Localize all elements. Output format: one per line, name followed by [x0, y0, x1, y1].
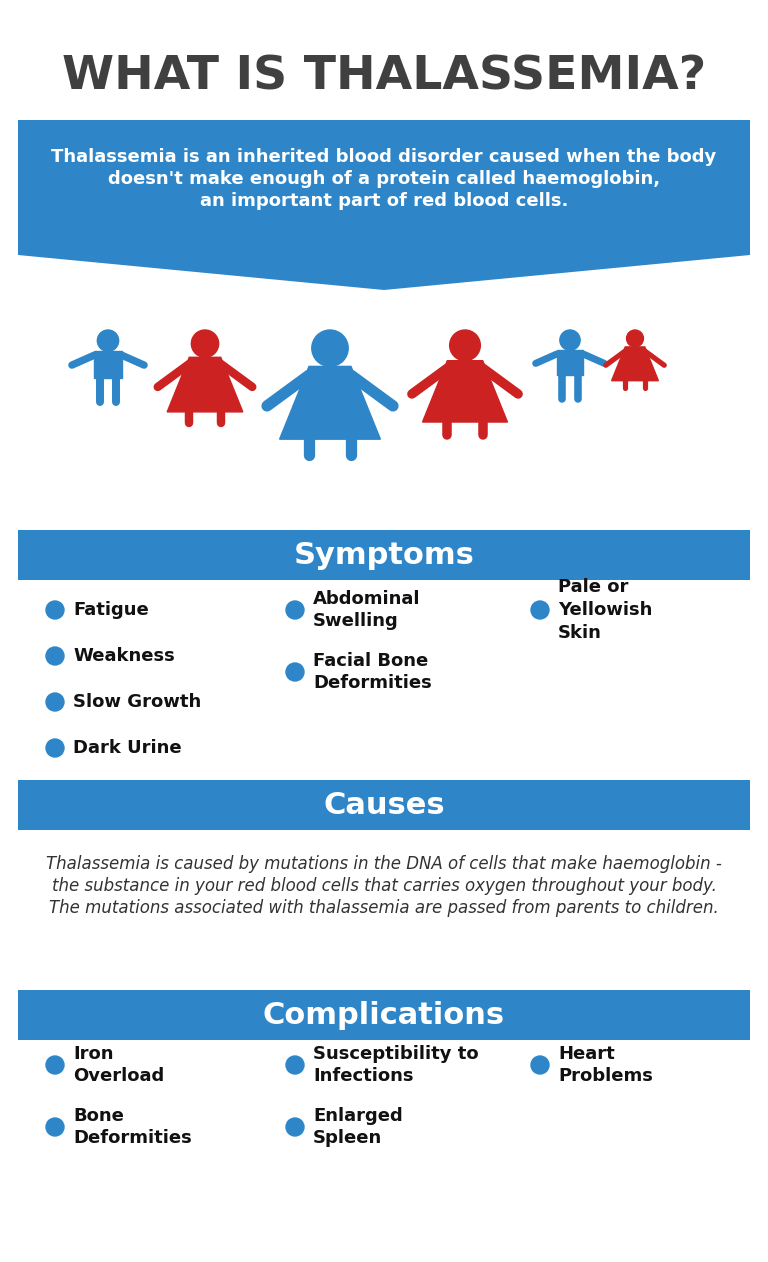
- Text: Iron
Overload: Iron Overload: [73, 1045, 164, 1085]
- Polygon shape: [167, 357, 243, 411]
- Text: WHAT IS THALASSEMIA?: WHAT IS THALASSEMIA?: [62, 56, 706, 100]
- Polygon shape: [611, 347, 658, 381]
- Polygon shape: [18, 120, 750, 290]
- Text: Symptoms: Symptoms: [293, 540, 475, 569]
- Text: an important part of red blood cells.: an important part of red blood cells.: [200, 192, 568, 209]
- Text: the substance in your red blood cells that carries oxygen throughout your body.: the substance in your red blood cells th…: [51, 877, 717, 895]
- Circle shape: [560, 329, 580, 351]
- Polygon shape: [422, 361, 508, 422]
- Circle shape: [191, 329, 219, 357]
- Text: Weakness: Weakness: [73, 647, 175, 665]
- Circle shape: [46, 693, 64, 711]
- Circle shape: [46, 1056, 64, 1074]
- Polygon shape: [280, 366, 380, 439]
- Text: Dark Urine: Dark Urine: [73, 740, 181, 757]
- Polygon shape: [557, 351, 583, 375]
- Circle shape: [46, 601, 64, 618]
- Circle shape: [286, 1056, 304, 1074]
- Circle shape: [286, 601, 304, 618]
- Text: Enlarged
Spleen: Enlarged Spleen: [313, 1107, 402, 1147]
- Text: doesn't make enough of a protein called haemoglobin,: doesn't make enough of a protein called …: [108, 170, 660, 188]
- Text: Slow Growth: Slow Growth: [73, 693, 201, 711]
- FancyBboxPatch shape: [18, 989, 750, 1040]
- FancyBboxPatch shape: [18, 530, 750, 581]
- Circle shape: [531, 1056, 549, 1074]
- Text: Thalassemia is an inherited blood disorder caused when the body: Thalassemia is an inherited blood disord…: [51, 148, 717, 167]
- Circle shape: [312, 329, 348, 366]
- Text: Fatigue: Fatigue: [73, 601, 149, 618]
- Text: Pale or
Yellowish
Skin: Pale or Yellowish Skin: [558, 578, 652, 642]
- Circle shape: [46, 647, 64, 665]
- Circle shape: [286, 1118, 304, 1136]
- Text: Heart
Problems: Heart Problems: [558, 1045, 653, 1085]
- Text: Abdominal
Swelling: Abdominal Swelling: [313, 589, 421, 631]
- Text: Thalassemia is caused by mutations in the DNA of cells that make haemoglobin -: Thalassemia is caused by mutations in th…: [46, 854, 722, 873]
- Polygon shape: [94, 351, 122, 377]
- Text: The mutations associated with thalassemia are passed from parents to children.: The mutations associated with thalassemi…: [49, 899, 719, 917]
- Text: Facial Bone
Deformities: Facial Bone Deformities: [313, 651, 432, 693]
- Circle shape: [46, 740, 64, 757]
- Circle shape: [46, 1118, 64, 1136]
- Circle shape: [531, 601, 549, 618]
- Circle shape: [98, 329, 119, 351]
- Text: Bone
Deformities: Bone Deformities: [73, 1107, 192, 1147]
- Circle shape: [627, 329, 644, 347]
- Text: Causes: Causes: [323, 790, 445, 819]
- Text: Susceptibility to
Infections: Susceptibility to Infections: [313, 1045, 478, 1085]
- FancyBboxPatch shape: [18, 780, 750, 830]
- Text: Complications: Complications: [263, 1001, 505, 1030]
- Circle shape: [449, 329, 480, 361]
- Circle shape: [286, 663, 304, 681]
